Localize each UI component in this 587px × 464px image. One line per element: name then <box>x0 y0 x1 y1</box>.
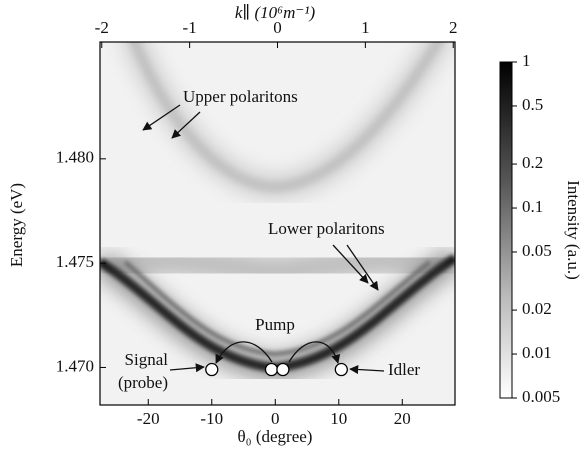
annotation: Pump <box>255 315 295 334</box>
y-tick-label: 1.470 <box>56 356 94 375</box>
colorbar-tick-label: 0.005 <box>522 387 560 406</box>
annotation-arrows <box>142 104 385 375</box>
heatmap-image <box>100 42 455 405</box>
annotation: Idler <box>388 360 420 379</box>
colorbar-tick-label: 0.02 <box>522 299 552 318</box>
marker-point <box>276 362 290 377</box>
colorbar-tick-label: 0.05 <box>522 241 552 260</box>
marker-point <box>334 362 348 377</box>
x-axis-label: θ₀ (degree) <box>238 427 313 446</box>
x2-tick-label: 1 <box>361 18 370 37</box>
colorbar-tick-label: 0.5 <box>522 95 543 114</box>
x-tick-label: 10 <box>330 409 347 428</box>
x-tick-label: 0 <box>271 409 280 428</box>
x2-tick-label: 0 <box>273 18 282 37</box>
annotation: Upper polaritons <box>183 87 298 106</box>
colorbar-label: Intensity (a.u.) <box>564 180 583 280</box>
annotation: Lower polaritons <box>268 219 385 238</box>
y-tick-label: 1.480 <box>56 148 94 167</box>
x2-tick-label: 2 <box>449 18 458 37</box>
x2-tick-label: -1 <box>183 18 197 37</box>
x-tick-label: -20 <box>137 409 160 428</box>
marker-point <box>264 362 279 377</box>
y-axis-label: Energy (eV) <box>7 183 26 267</box>
colorbar <box>499 61 513 399</box>
colorbar-tick-label: 0.2 <box>522 153 543 172</box>
marker-point <box>205 362 219 377</box>
x-tick-label: -10 <box>200 409 223 428</box>
x-tick-label: 20 <box>394 409 411 428</box>
x2-axis-label: k∥ (10⁶m⁻¹) <box>235 3 316 22</box>
colorbar-tick-label: 0.1 <box>522 197 543 216</box>
x2-tick-label: -2 <box>95 18 109 37</box>
colorbar-tick-label: 0.01 <box>522 343 552 362</box>
annotation: (probe) <box>118 373 168 392</box>
colorbar-tick-label: 1 <box>522 51 531 70</box>
y-tick-label: 1.475 <box>56 252 94 271</box>
annotation: Signal <box>125 350 169 369</box>
